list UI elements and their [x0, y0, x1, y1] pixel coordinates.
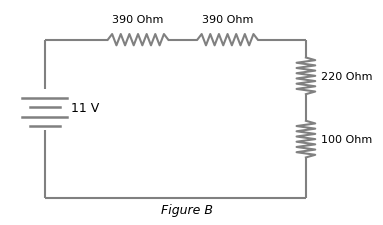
Text: 390 Ohm: 390 Ohm [112, 15, 164, 25]
Text: 390 Ohm: 390 Ohm [202, 15, 253, 25]
Text: Figure B: Figure B [160, 203, 213, 216]
Text: 11 V: 11 V [71, 101, 99, 115]
Text: 100 Ohm: 100 Ohm [321, 135, 372, 144]
Text: 220 Ohm: 220 Ohm [321, 72, 372, 81]
